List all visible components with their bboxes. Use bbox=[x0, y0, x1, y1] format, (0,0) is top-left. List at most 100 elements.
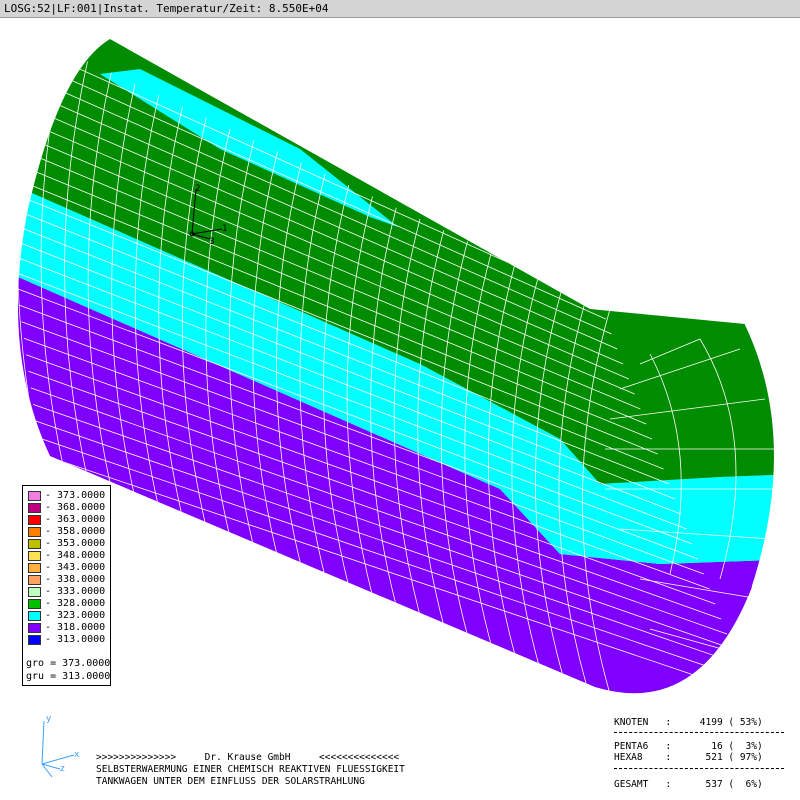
mesh-line-long bbox=[23, 337, 710, 590]
mesh-line-circ bbox=[511, 275, 540, 665]
legend-swatch bbox=[28, 563, 41, 573]
legend-swatch bbox=[28, 491, 41, 501]
band-323 bbox=[17, 179, 775, 564]
mesh-lines bbox=[17, 39, 751, 694]
mesh-line-circ bbox=[158, 106, 183, 518]
legend-swatch bbox=[28, 623, 41, 633]
global-axis-y: y bbox=[46, 714, 52, 724]
mesh-line-long bbox=[17, 222, 670, 485]
mesh-line-long bbox=[28, 370, 722, 620]
legend-value: - 368.0000 bbox=[45, 502, 106, 513]
legend-value: - 343.0000 bbox=[45, 562, 106, 573]
mesh-line-long bbox=[26, 354, 716, 605]
legend-value: - 363.0000 bbox=[45, 514, 106, 525]
stat-knoten: KNOTEN : 4199 ( 53%) bbox=[614, 717, 763, 728]
legend-value: - 358.0000 bbox=[45, 526, 106, 537]
mesh-line-long bbox=[17, 205, 664, 470]
mesh-line-circ bbox=[64, 61, 88, 479]
mesh-line-long bbox=[17, 172, 653, 440]
stat-hexa8: HEXA8 : 521 ( 97%) bbox=[614, 752, 763, 763]
legend-swatch bbox=[28, 587, 41, 597]
legend-swatch bbox=[28, 611, 41, 621]
mesh-line-long bbox=[37, 437, 745, 680]
title-text: LOSG:52|LF:001|Instat. Temperatur/Zeit: … bbox=[4, 2, 329, 15]
stat-gesamt: GESAMT : 537 ( 6%) bbox=[614, 779, 763, 790]
legend-value: - 323.0000 bbox=[45, 610, 106, 621]
mesh-line-circ bbox=[299, 173, 326, 577]
stat-separator bbox=[614, 732, 784, 733]
color-legend: gro = 373.0000 gru = 313.0000 - 373.0000… bbox=[22, 485, 111, 686]
mesh-line-circ bbox=[87, 72, 112, 489]
mesh-line-circ bbox=[134, 95, 160, 509]
model-axis-triad bbox=[189, 188, 223, 240]
mesh-line-long bbox=[17, 73, 618, 350]
mesh-line-long bbox=[17, 40, 606, 320]
global-axis-z: z bbox=[60, 764, 65, 774]
legend-gro: gro = 373.0000 bbox=[26, 658, 111, 669]
legend-value: - 338.0000 bbox=[45, 574, 106, 585]
mesh-line-long bbox=[17, 189, 658, 455]
legend-value: - 348.0000 bbox=[45, 550, 106, 561]
mesh-line-circ bbox=[417, 230, 445, 626]
mesh-line-long bbox=[21, 321, 704, 575]
legend-row: - 318.0000 bbox=[25, 622, 109, 634]
legend-value: - 333.0000 bbox=[45, 586, 106, 597]
global-axis-triad bbox=[41, 720, 75, 778]
mesh-line-circ bbox=[323, 185, 350, 587]
stat-penta6: PENTA6 : 16 ( 3%) bbox=[614, 741, 763, 752]
footer-subtitle-1: SELBSTERWAERMUNG EINER CHEMISCH REAKTIVE… bbox=[96, 764, 405, 775]
legend-swatch bbox=[28, 635, 41, 645]
legend-row: - 338.0000 bbox=[25, 574, 109, 586]
mesh-line-long bbox=[17, 255, 681, 515]
mesh-line-circ bbox=[252, 151, 278, 558]
legend-value: - 318.0000 bbox=[45, 622, 106, 633]
legend-row: - 343.0000 bbox=[25, 562, 109, 574]
mesh-line-long bbox=[17, 89, 624, 365]
mesh-line-long bbox=[32, 404, 733, 650]
legend-row: - 363.0000 bbox=[25, 514, 109, 526]
mesh-line-long bbox=[17, 39, 601, 305]
mesh-line-long bbox=[17, 155, 647, 425]
legend-row: - 328.0000 bbox=[25, 598, 109, 610]
legend-value: - 328.0000 bbox=[45, 598, 106, 609]
band-323-streak bbox=[100, 69, 398, 227]
model-axis-2: 2 bbox=[195, 184, 201, 194]
global-axis-x: x bbox=[74, 750, 80, 760]
stat-separator bbox=[614, 768, 784, 769]
legend-swatch bbox=[28, 575, 41, 585]
mesh-line-circ bbox=[181, 117, 207, 528]
mesh-line-circ bbox=[464, 252, 492, 646]
tank-mesh[interactable]: 2 1 3 y x z bbox=[0, 19, 800, 800]
legend-swatch bbox=[28, 515, 41, 525]
legend-row: - 368.0000 bbox=[25, 502, 109, 514]
fem-viewport[interactable]: 2 1 3 y x z bbox=[0, 19, 800, 800]
mesh-line-long bbox=[17, 106, 630, 380]
legend-swatch bbox=[28, 527, 41, 537]
footer-subtitle-2: TANKWAGEN UNTER DEM EINFLUSS DER SOLARST… bbox=[96, 776, 365, 787]
mesh-line-long bbox=[17, 56, 612, 335]
legend-swatch bbox=[28, 551, 41, 561]
mesh-line-long bbox=[30, 387, 728, 635]
legend-value: - 373.0000 bbox=[45, 490, 106, 501]
mesh-line-long bbox=[17, 288, 693, 545]
mesh-line-circ bbox=[370, 207, 397, 606]
legend-row: - 358.0000 bbox=[25, 526, 109, 538]
legend-row: - 333.0000 bbox=[25, 586, 109, 598]
legend-row: - 313.0000 bbox=[25, 634, 109, 646]
mesh-line-long bbox=[17, 122, 635, 395]
mesh-line-circ bbox=[487, 263, 516, 655]
mesh-line-circ bbox=[276, 162, 302, 567]
legend-swatch bbox=[28, 539, 41, 549]
mesh-line-circ bbox=[440, 241, 468, 636]
mesh-line-circ bbox=[229, 140, 255, 548]
legend-value: - 313.0000 bbox=[45, 634, 106, 645]
mesh-line-circ bbox=[582, 308, 611, 694]
legend-row: - 348.0000 bbox=[25, 550, 109, 562]
legend-row: - 353.0000 bbox=[25, 538, 109, 550]
legend-value: - 353.0000 bbox=[45, 538, 106, 549]
model-axis-1: 1 bbox=[222, 224, 228, 234]
temperature-bands bbox=[17, 39, 775, 694]
legend-swatch bbox=[28, 503, 41, 513]
legend-row: - 373.0000 bbox=[25, 490, 109, 502]
mesh-line-circ bbox=[111, 83, 136, 499]
